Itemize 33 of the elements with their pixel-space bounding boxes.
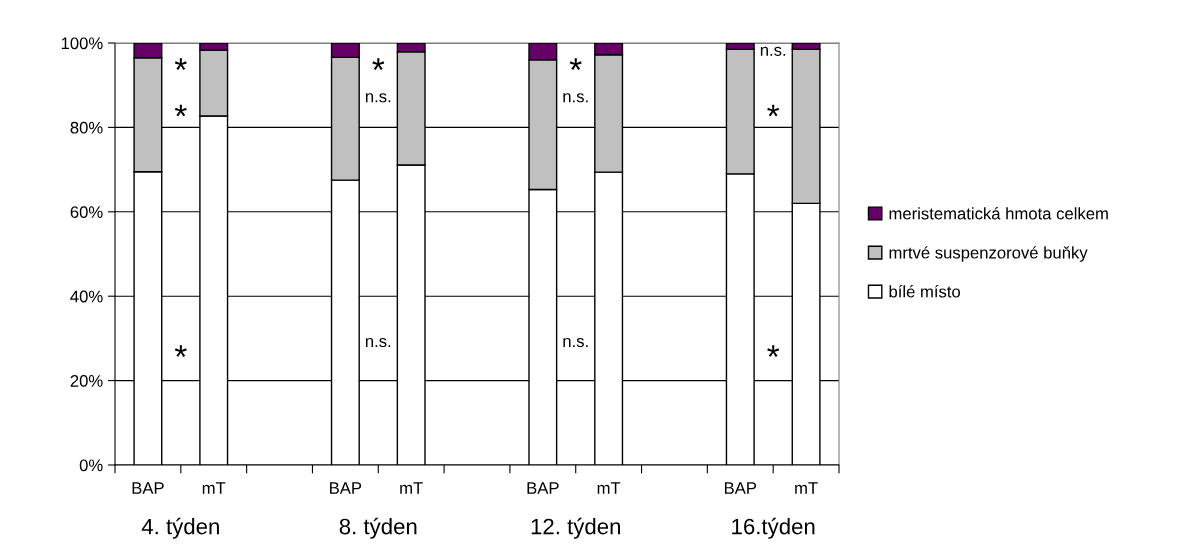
annotation: n.s.: [563, 93, 588, 103]
x-tick-label: BAP: [724, 482, 757, 494]
annotation: n.s.: [563, 337, 588, 348]
text: 8. týden: [339, 517, 417, 539]
text: 12. týden: [531, 517, 620, 539]
annotation: n.s.: [365, 337, 391, 348]
text: 4. týden: [141, 517, 219, 539]
annotation: *: [767, 345, 780, 357]
annotation: *: [569, 58, 582, 70]
annotation: *: [174, 58, 187, 70]
x-tick-label: mT: [400, 482, 423, 494]
y-tick-label: 80%: [70, 121, 103, 134]
annotation: *: [174, 104, 187, 117]
y-tick-label: 100%: [61, 37, 103, 50]
annotation: n.s.: [365, 93, 391, 103]
y-tick-label: 20%: [70, 375, 103, 387]
legend-label: meristematická hmota celkem: [889, 207, 1108, 220]
legend-label: mrtvé suspenzorové buňky: [889, 246, 1088, 262]
annotation: *: [174, 345, 187, 357]
x-tick-label: BAP: [330, 482, 362, 494]
annotation: *: [767, 104, 780, 117]
annotation: n.s.: [760, 46, 786, 56]
x-tick-label: BAP: [132, 482, 164, 494]
y-tick-label: 60%: [70, 206, 103, 218]
x-tick-label: mT: [597, 482, 621, 494]
x-tick-label: mT: [795, 482, 818, 494]
x-tick-label: mT: [202, 482, 226, 494]
text: 16.týden: [732, 517, 815, 539]
y-tick-label: 0%: [79, 459, 103, 472]
annotation: *: [372, 58, 385, 70]
legend-label: bílé místo: [889, 285, 961, 298]
y-tick-label: 40%: [70, 290, 103, 303]
x-tick-label: BAP: [527, 482, 559, 494]
